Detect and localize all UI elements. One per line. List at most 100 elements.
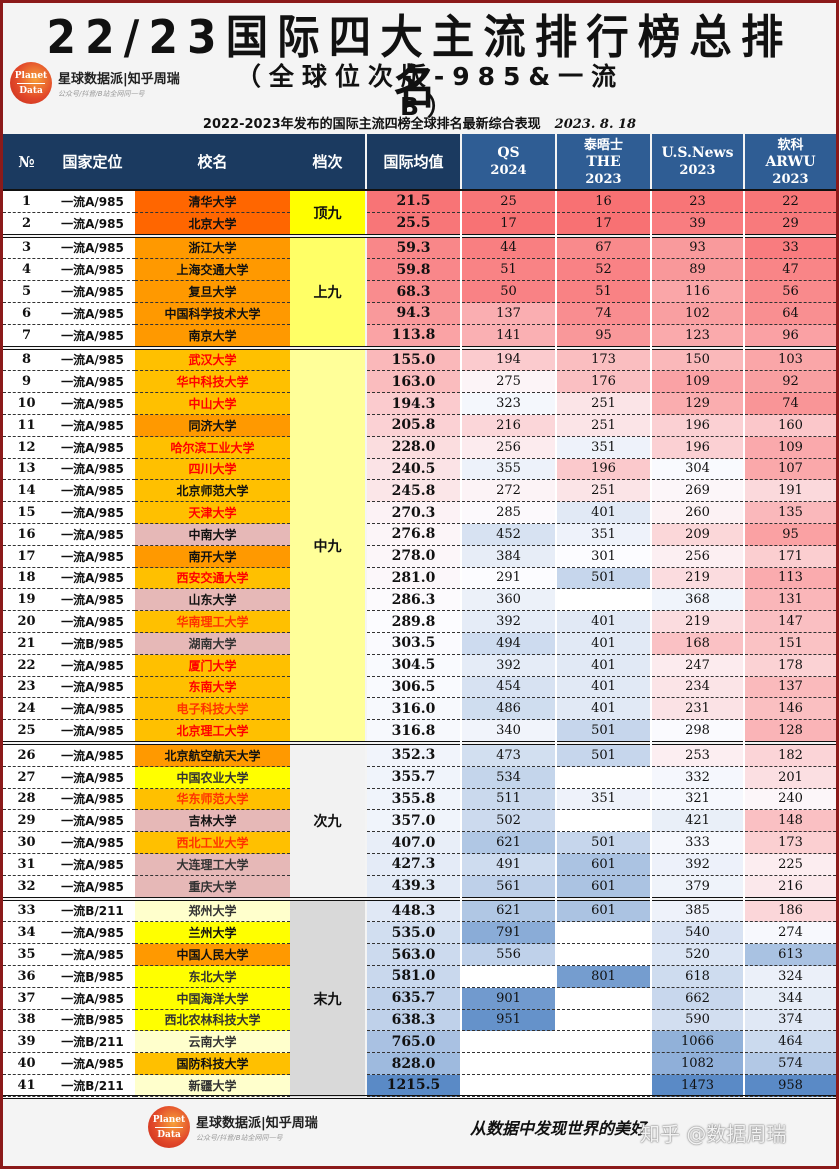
table-row: 2 一流A/985 北京大学 25.5 17 17 39 29 <box>3 212 836 235</box>
cell-avg: 1215.5 <box>367 1075 460 1097</box>
cell-arwu: 103 <box>745 349 836 372</box>
cell-school-name: 西北工业大学 <box>135 832 290 854</box>
cell-usnews: 253 <box>652 745 743 767</box>
cell-avg: 228.0 <box>367 436 460 459</box>
cell-usnews: 321 <box>652 788 743 811</box>
cell-position: 一流B/985 <box>50 966 135 988</box>
cell-the <box>557 810 650 833</box>
cell-no: 6 <box>3 303 50 325</box>
table-row: 38 一流B/985 西北农林科技大学 638.3 951 590 374 <box>3 1009 836 1032</box>
cell-school-name: 云南大学 <box>135 1031 290 1054</box>
cell-avg: 59.3 <box>367 237 460 260</box>
cell-position: 一流A/985 <box>50 788 135 811</box>
cell-school-name: 中国海洋大学 <box>135 987 290 1010</box>
table-row: 26 一流A/985 北京航空航天大学 352.3 473 501 253 182 <box>3 745 836 767</box>
cell-position: 一流A/985 <box>50 854 135 876</box>
cell-avg: 407.0 <box>367 832 460 854</box>
cell-the: 16 <box>557 191 650 213</box>
cell-school-name: 浙江大学 <box>135 237 290 260</box>
planet-data-logo-icon: Planet Data <box>148 1106 190 1148</box>
cell-the: 251 <box>557 393 650 415</box>
cell-qs: 621 <box>462 900 555 923</box>
cell-qs: 141 <box>462 324 555 347</box>
cell-usnews: 234 <box>652 676 743 699</box>
cell-the: 196 <box>557 458 650 481</box>
cell-position: 一流A/985 <box>50 191 135 213</box>
cell-school-name: 南开大学 <box>135 545 290 568</box>
table-row: 12 一流A/985 哈尔滨工业大学 228.0 256 351 196 109 <box>3 436 836 459</box>
cell-school-name: 华中科技大学 <box>135 371 290 394</box>
cell-arwu: 131 <box>745 589 836 612</box>
cell-avg: 21.5 <box>367 191 460 213</box>
cell-the: 401 <box>557 502 650 524</box>
cell-arwu: 186 <box>745 900 836 923</box>
cell-no: 28 <box>3 788 50 811</box>
cell-school-name: 吉林大学 <box>135 810 290 833</box>
cell-the: 351 <box>557 524 650 546</box>
tier-label: 次九 <box>290 745 365 898</box>
cell-arwu: 56 <box>745 281 836 303</box>
table-row: 16 一流A/985 中南大学 276.8 452 351 209 95 <box>3 524 836 546</box>
table-row: 7 一流A/985 南京大学 113.8 141 95 123 96 <box>3 324 836 347</box>
cell-position: 一流A/985 <box>50 349 135 372</box>
cell-avg: 278.0 <box>367 545 460 568</box>
cell-arwu: 74 <box>745 393 836 415</box>
cell-usnews: 662 <box>652 987 743 1010</box>
table-row: 32 一流A/985 重庆大学 439.3 561 601 379 216 <box>3 875 836 898</box>
cell-usnews: 1066 <box>652 1031 743 1054</box>
cell-the: 601 <box>557 900 650 923</box>
cell-qs: 511 <box>462 788 555 811</box>
col-header-name: 校名 <box>135 134 290 190</box>
cell-usnews: 129 <box>652 393 743 415</box>
cell-the: 74 <box>557 303 650 325</box>
cell-arwu: 344 <box>745 987 836 1010</box>
the-year: 2023 <box>585 171 622 187</box>
cell-school-name: 复旦大学 <box>135 281 290 303</box>
col-header-arwu: 软科 ARWU 2023 <box>745 134 836 190</box>
table-row: 39 一流B/211 云南大学 765.0 1066 464 <box>3 1031 836 1054</box>
cell-the: 17 <box>557 212 650 235</box>
cell-avg: 25.5 <box>367 212 460 235</box>
cell-avg: 59.8 <box>367 259 460 282</box>
cell-position: 一流B/211 <box>50 1075 135 1097</box>
cell-qs: 556 <box>462 944 555 966</box>
cell-qs: 340 <box>462 720 555 742</box>
cell-school-name: 北京大学 <box>135 212 290 235</box>
cell-qs: 50 <box>462 281 555 303</box>
cell-no: 18 <box>3 567 50 590</box>
cell-school-name: 四川大学 <box>135 458 290 481</box>
cell-school-name: 中国人民大学 <box>135 944 290 966</box>
table-row: 1 一流A/985 清华大学 21.5 25 16 23 22 <box>3 191 836 213</box>
table-header: № 国家定位 校名 档次 国际均值 QS 2024 泰晤士 THE 2023 U.S.… <box>3 134 836 190</box>
table-row: 36 一流B/985 东北大学 581.0 801 618 324 <box>3 966 836 988</box>
table-row: 8 一流A/985 武汉大学 155.0 194 173 150 103 <box>3 349 836 372</box>
cell-no: 25 <box>3 720 50 742</box>
cell-the: 601 <box>557 875 650 898</box>
table-row: 31 一流A/985 大连理工大学 427.3 491 601 392 225 <box>3 854 836 876</box>
cell-the <box>557 1009 650 1032</box>
cell-school-name: 湖南大学 <box>135 633 290 655</box>
the-label: THE <box>586 153 621 170</box>
cell-usnews: 618 <box>652 966 743 988</box>
cell-avg: 205.8 <box>367 415 460 437</box>
cell-no: 10 <box>3 393 50 415</box>
cell-arwu: 613 <box>745 944 836 966</box>
cell-school-name: 华南理工大学 <box>135 611 290 633</box>
cell-avg: 535.0 <box>367 922 460 945</box>
cell-position: 一流A/985 <box>50 480 135 503</box>
cell-position: 一流A/985 <box>50 502 135 524</box>
cell-no: 40 <box>3 1053 50 1075</box>
cell-no: 32 <box>3 875 50 898</box>
usnews-year: 2023 <box>679 163 716 178</box>
table-row: 33 一流B/211 郑州大学 448.3 621 601 385 186 <box>3 900 836 923</box>
cell-qs: 454 <box>462 676 555 699</box>
table-row: 27 一流A/985 中国农业大学 355.7 534 332 201 <box>3 766 836 789</box>
cell-arwu: 178 <box>745 654 836 677</box>
cell-school-name: 国防科技大学 <box>135 1053 290 1075</box>
cell-no: 34 <box>3 922 50 945</box>
cell-arwu: 109 <box>745 436 836 459</box>
cell-the: 501 <box>557 832 650 854</box>
tier-label: 中九 <box>290 349 365 742</box>
cell-usnews: 260 <box>652 502 743 524</box>
cell-qs: 392 <box>462 654 555 677</box>
